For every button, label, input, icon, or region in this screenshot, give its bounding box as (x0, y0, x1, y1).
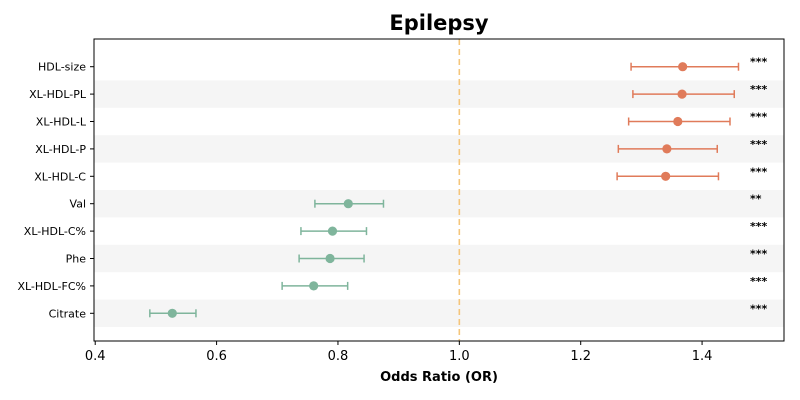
or-point (327, 226, 338, 236)
or-point (661, 171, 671, 181)
x-tick-label: 0.8 (328, 349, 349, 364)
significance-label: *** (750, 138, 768, 151)
or-point (662, 144, 672, 154)
or-point (309, 281, 319, 291)
x-axis-label: Odds Ratio (OR) (380, 370, 498, 385)
row-stripe (94, 244, 784, 273)
x-tick-label: 1.4 (692, 349, 713, 364)
y-tick-label: XL-HDL-FC% (17, 280, 86, 293)
x-tick-label: 1.2 (570, 349, 591, 364)
significance-label: *** (750, 165, 768, 178)
y-tick-label: XL-HDL-C% (24, 225, 86, 238)
significance-label: *** (750, 111, 768, 124)
y-tick-label: XL-HDL-L (36, 116, 87, 129)
plot-frame (93, 38, 785, 342)
y-tick-label: Val (70, 198, 86, 211)
or-point (167, 308, 177, 318)
y-tick-label: XL-HDL-C (34, 170, 86, 183)
significance-label: *** (750, 275, 768, 288)
or-point (343, 199, 353, 209)
or-point (325, 253, 335, 264)
x-tick-label: 1.0 (449, 349, 470, 364)
or-point (673, 116, 683, 127)
y-tick-label: XL-HDL-P (35, 143, 86, 156)
x-tick-label: 0.6 (206, 349, 227, 364)
x-axis-ticks: 0.4 0.6 0.8 1.0 1.2 1.4 (85, 341, 713, 364)
significance-label: *** (750, 83, 768, 96)
data-points (167, 62, 688, 318)
y-tick-label: Citrate (49, 307, 87, 320)
or-point (678, 62, 688, 72)
row-stripe (94, 299, 784, 327)
row-stripe (94, 190, 784, 218)
y-tick-label: HDL-size (38, 61, 86, 74)
significance-labels: ***************************** (750, 56, 768, 316)
significance-label: ** (750, 193, 762, 206)
row-stripes (94, 80, 784, 327)
significance-label: *** (750, 56, 768, 69)
y-tick-label: Phe (66, 253, 87, 266)
chart-title: Epilepsy (389, 11, 489, 35)
y-tick-labels: HDL-size XL-HDL-PL XL-HDL-L XL-HDL-P XL-HDL-… (17, 61, 94, 320)
x-tick-label: 0.4 (85, 349, 106, 364)
y-tick-label: XL-HDL-PL (29, 88, 87, 101)
significance-label: *** (750, 248, 768, 261)
significance-label: *** (750, 220, 768, 233)
significance-label: *** (750, 302, 768, 315)
or-point (677, 89, 687, 99)
